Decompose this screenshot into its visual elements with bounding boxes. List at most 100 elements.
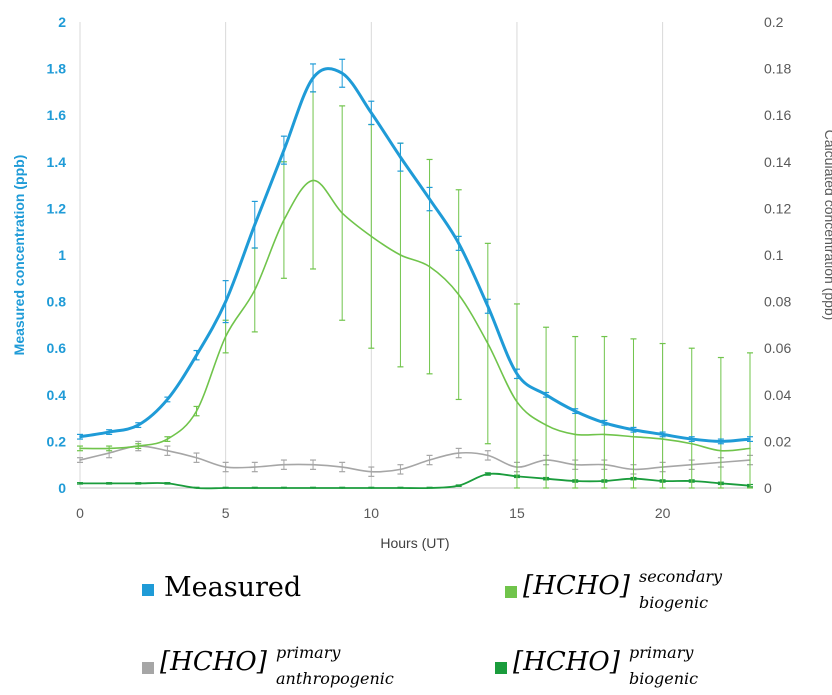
data-point bbox=[253, 289, 256, 291]
data-point bbox=[487, 473, 489, 475]
x-tick-label: 15 bbox=[509, 505, 525, 521]
data-point bbox=[224, 335, 227, 338]
data-point bbox=[370, 487, 373, 489]
data-point bbox=[690, 442, 693, 445]
data-point bbox=[341, 212, 343, 214]
legend-sup-primary-anthro: primary bbox=[276, 643, 341, 662]
y-tick-label-left: 0.8 bbox=[47, 294, 67, 310]
data-point bbox=[661, 433, 664, 436]
data-point bbox=[428, 459, 431, 461]
legend-label-primary-biogenic: [HCHO] bbox=[513, 647, 620, 677]
series-primary-biogenic bbox=[77, 472, 753, 490]
data-point bbox=[108, 431, 110, 433]
legend-sub-biogenic-primary: biogenic bbox=[629, 669, 699, 688]
data-point bbox=[253, 466, 256, 468]
error-bar bbox=[688, 347, 695, 489]
y-tick-label-right: 0.12 bbox=[764, 200, 791, 216]
y-tick-label-left: 0.4 bbox=[47, 387, 67, 403]
data-point bbox=[574, 410, 577, 412]
series-primary-anthropogenic bbox=[77, 440, 753, 477]
data-point bbox=[253, 487, 256, 489]
legend-sub-biogenic: biogenic bbox=[639, 593, 709, 612]
y-tick-label-right: 0 bbox=[764, 480, 772, 496]
data-point bbox=[749, 447, 751, 450]
y-axis-label-right: Calculated concentration (ppb) bbox=[822, 130, 832, 321]
series-line bbox=[80, 472, 751, 490]
error-bar bbox=[747, 352, 753, 489]
data-point bbox=[399, 487, 402, 489]
data-point bbox=[603, 433, 606, 436]
legend-item-measured: Measured bbox=[142, 570, 442, 610]
data-point bbox=[720, 440, 722, 443]
data-point bbox=[283, 219, 285, 221]
y-tick-label-left: 2 bbox=[58, 14, 66, 30]
data-point bbox=[487, 342, 489, 345]
series-layer bbox=[77, 58, 753, 490]
legend-label-secondary-biogenic: [HCHO] bbox=[523, 571, 630, 601]
y-tick-label-right: 0.08 bbox=[764, 294, 791, 310]
data-point bbox=[108, 482, 110, 485]
y-tick-label-right: 0.02 bbox=[764, 433, 791, 449]
data-point bbox=[137, 445, 140, 447]
series-line bbox=[79, 445, 751, 473]
data-point bbox=[312, 463, 314, 466]
data-point bbox=[341, 487, 343, 489]
y-tick-label-right: 0.18 bbox=[764, 61, 791, 77]
data-point bbox=[283, 149, 285, 151]
data-point bbox=[720, 449, 722, 452]
data-point bbox=[574, 433, 577, 436]
data-point bbox=[283, 463, 285, 466]
data-point bbox=[166, 398, 169, 401]
data-point bbox=[166, 438, 169, 440]
legend-swatch-primary-biogenic bbox=[495, 662, 507, 674]
y-tick-label-right: 0.2 bbox=[764, 14, 784, 30]
data-point bbox=[137, 482, 140, 485]
data-point bbox=[632, 428, 635, 431]
data-point bbox=[661, 438, 664, 440]
data-point bbox=[312, 77, 314, 79]
error-bar bbox=[630, 338, 637, 489]
data-point bbox=[108, 452, 110, 454]
chart: 0 0.2 0.4 0.6 0.8 1 1.2 1.4 1.6 1.8 2 0 0.02 0.04 0.0… bbox=[11, 14, 832, 551]
error-bar bbox=[717, 356, 724, 489]
data-point bbox=[749, 438, 751, 440]
x-axis-ticks: 0 5 10 15 20 bbox=[76, 505, 671, 521]
legend-swatch-measured bbox=[142, 584, 154, 596]
legend-sub-anthropogenic: anthropogenic bbox=[276, 669, 394, 688]
legend-sup-primary-bio: primary bbox=[629, 643, 694, 662]
data-point bbox=[399, 468, 402, 471]
data-point bbox=[690, 438, 693, 440]
right-axis-ticks: 0 0.02 0.04 0.06 0.08 0.1 0.12 0.14 0.16 0.18 0.2 bbox=[764, 14, 791, 496]
data-point bbox=[79, 435, 81, 438]
legend-label-primary-anthropogenic: [HCHO] bbox=[160, 647, 267, 677]
data-point bbox=[457, 242, 460, 245]
data-point bbox=[428, 487, 431, 489]
data-point bbox=[195, 354, 198, 356]
y-tick-label-right: 0.14 bbox=[764, 154, 791, 170]
legend-item-primary-biogenic: [HCHO] primary biogenic bbox=[495, 643, 815, 695]
y-tick-label-right: 0.16 bbox=[764, 107, 791, 123]
left-axis-ticks: 0 0.2 0.4 0.6 0.8 1 1.2 1.4 1.6 1.8 2 bbox=[47, 14, 67, 496]
data-point bbox=[312, 179, 314, 182]
x-tick-label: 0 bbox=[76, 505, 84, 521]
data-point bbox=[79, 482, 81, 485]
y-tick-label-right: 0.04 bbox=[764, 387, 791, 403]
data-point bbox=[457, 293, 460, 296]
data-point bbox=[79, 459, 81, 461]
y-tick-label-left: 1 bbox=[58, 247, 66, 263]
data-point bbox=[283, 487, 285, 489]
y-tick-label-left: 1.8 bbox=[47, 61, 67, 77]
y-tick-label-left: 1.6 bbox=[47, 107, 67, 123]
data-point bbox=[399, 254, 402, 256]
legend-item-primary-anthropogenic: [HCHO] primary anthropogenic bbox=[142, 643, 462, 695]
grid-lines bbox=[79, 22, 750, 489]
error-bar bbox=[659, 342, 666, 489]
legend-label-measured: Measured bbox=[164, 572, 302, 603]
data-point bbox=[195, 456, 198, 459]
data-point bbox=[166, 482, 169, 485]
data-point bbox=[224, 466, 227, 468]
data-point bbox=[253, 223, 256, 226]
y-tick-label-right: 0.06 bbox=[764, 340, 791, 356]
data-point bbox=[195, 410, 198, 412]
data-point bbox=[603, 421, 606, 424]
